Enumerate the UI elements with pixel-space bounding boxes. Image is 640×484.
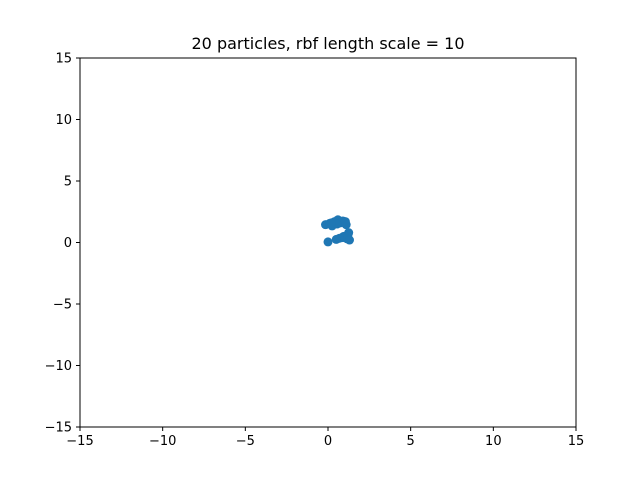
x-tick-label: −15 <box>66 434 93 449</box>
y-tick-label: 5 <box>64 175 72 190</box>
x-tick-label: 10 <box>485 434 502 449</box>
y-tick-label: 15 <box>55 52 72 67</box>
plot-frame <box>79 57 577 428</box>
y-tick-label: 10 <box>55 113 72 128</box>
y-axis-ticks: −15 −10 −5 0 5 10 15 <box>45 52 80 436</box>
x-tick-label: −5 <box>236 434 255 449</box>
y-tick-label: −5 <box>53 298 72 313</box>
scatter-point <box>331 234 341 244</box>
x-tick-label: 5 <box>407 434 415 449</box>
x-tick-label: −10 <box>149 434 176 449</box>
x-axis-ticks: −15 −10 −5 0 5 10 15 <box>66 427 584 449</box>
y-tick-label: 0 <box>64 236 72 251</box>
scatter-point <box>326 218 336 228</box>
scatter-point <box>323 237 333 247</box>
scatter-point <box>344 235 354 245</box>
points-layer <box>321 215 354 247</box>
x-tick-label: 0 <box>324 434 332 449</box>
y-tick-label: −15 <box>45 421 72 436</box>
y-tick-label: −10 <box>45 359 72 374</box>
chart-title: 20 particles, rbf length scale = 10 <box>192 34 465 53</box>
x-tick-label: 15 <box>568 434 585 449</box>
scatter-point <box>341 220 351 230</box>
